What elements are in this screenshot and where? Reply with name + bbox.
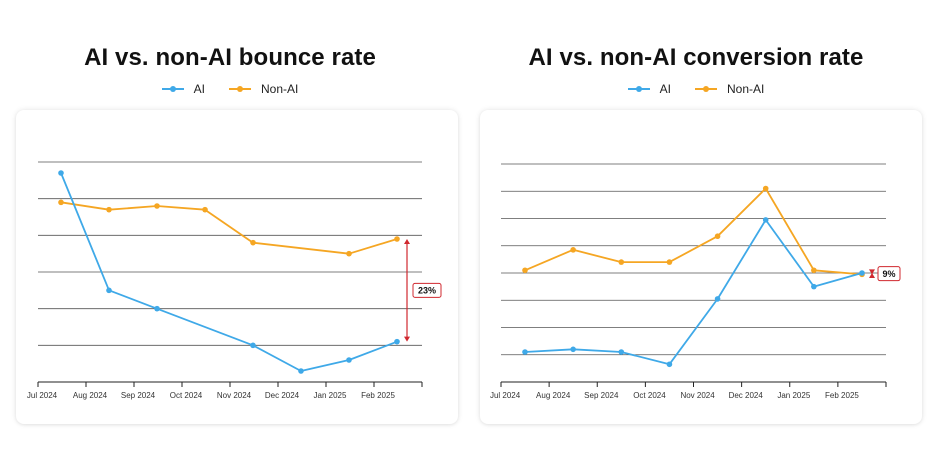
data-point-ai [762, 217, 769, 223]
data-point-ai [666, 361, 673, 368]
data-point-non-ai [394, 236, 400, 242]
chart-plot-area: Jul 2024 Aug 2024 Sep 2024 Oct 2024 Nov 2024… [490, 163, 901, 400]
data-point-ai [250, 342, 256, 349]
data-point-non-ai [618, 259, 625, 265]
annotation-label: 23% [418, 286, 436, 296]
data-point-non-ai [202, 206, 208, 213]
x-tick-label: Jul 2024 [27, 391, 58, 400]
x-tick-label: Sep 2024 [121, 391, 156, 400]
chart-title: AI vs. non-AI bounce rate [84, 44, 376, 71]
legend-label-non-ai: Non-AI [726, 82, 765, 96]
data-point-ai [154, 305, 160, 312]
x-tick-label: Jan 2025 [314, 391, 347, 400]
data-point-ai [811, 283, 817, 290]
annotation-label: 9% [882, 269, 895, 279]
data-point-non-ai [154, 203, 160, 209]
data-point-ai [394, 338, 400, 345]
x-tick-label: Dec 2024 [265, 391, 300, 400]
data-point-non-ai [811, 267, 817, 274]
data-point-non-ai [666, 259, 673, 265]
data-point-non-ai [58, 199, 64, 206]
conversion-rate-chart: AI vs. non-AI conversion rate AI Non-AI … [466, 0, 926, 474]
x-tick-label: Jan 2025 [777, 391, 810, 400]
legend-swatch-ai [161, 86, 184, 92]
x-tick-label: Nov 2024 [217, 391, 252, 400]
chart-plot-area: Jul 2024 Aug 2024 Sep 2024 Oct 2024 Nov 2024… [27, 161, 442, 400]
chart-legend: AI Non-AI [0, 82, 460, 96]
annotation-arrowhead-down [869, 269, 875, 275]
data-point-non-ai [762, 185, 769, 192]
x-tick-label: Aug 2024 [536, 391, 571, 400]
series-line-ai [524, 219, 863, 366]
data-point-ai [522, 349, 528, 355]
x-tick-label: Feb 2025 [361, 391, 395, 400]
annotation-arrowhead-up [404, 239, 410, 244]
data-point-ai [106, 287, 112, 294]
legend-label-ai: AI [193, 82, 205, 96]
bounce-rate-chart: AI vs. non-AI bounce rate AI Non-AI Jul … [0, 0, 460, 474]
legend-label-non-ai: Non-AI [260, 82, 299, 96]
data-point-ai [618, 349, 625, 355]
chart-card: Jul 2024 Aug 2024 Sep 2024 Oct 2024 Nov 2024… [16, 110, 458, 424]
chart-title: AI vs. non-AI conversion rate [528, 44, 864, 71]
x-tick-label: Jul 2024 [490, 391, 521, 400]
data-point-non-ai [570, 247, 576, 253]
series-line-non-ai [524, 187, 863, 276]
data-point-ai [346, 357, 352, 363]
legend-swatch-ai [627, 86, 650, 92]
data-point-ai [714, 296, 721, 302]
data-point-non-ai [714, 233, 721, 240]
annotation-arrowhead-up [869, 273, 875, 278]
x-tick-label: Nov 2024 [680, 391, 715, 400]
x-tick-label: Oct 2024 [170, 391, 203, 400]
legend-swatch-non-ai [228, 86, 251, 92]
x-tick-label: Feb 2025 [825, 391, 859, 400]
x-tick-label: Aug 2024 [73, 391, 108, 400]
x-tick-label: Sep 2024 [584, 391, 619, 400]
data-point-non-ai [346, 250, 352, 257]
annotation-label-box [412, 282, 442, 298]
legend-item-non-ai: Non-AI [694, 82, 765, 96]
legend-swatch-non-ai [694, 86, 717, 92]
data-point-non-ai [106, 206, 112, 213]
legend-item-ai: AI [627, 82, 671, 96]
annotation-arrowhead-down [404, 336, 410, 342]
data-point-ai [298, 368, 304, 374]
data-point-ai [570, 346, 576, 353]
x-tick-label: Oct 2024 [633, 391, 666, 400]
legend-item-ai: AI [161, 82, 205, 96]
chart-legend: AI Non-AI [466, 82, 926, 96]
legend-label-ai: AI [659, 82, 671, 96]
data-point-ai [58, 170, 64, 176]
chart-card: Jul 2024 Aug 2024 Sep 2024 Oct 2024 Nov 2024… [480, 110, 922, 424]
legend-item-non-ai: Non-AI [228, 82, 299, 96]
x-tick-label: Dec 2024 [729, 391, 764, 400]
data-point-non-ai [522, 267, 528, 274]
data-point-ai [859, 270, 865, 276]
annotation-label-box [877, 266, 901, 282]
data-point-non-ai [250, 239, 256, 246]
